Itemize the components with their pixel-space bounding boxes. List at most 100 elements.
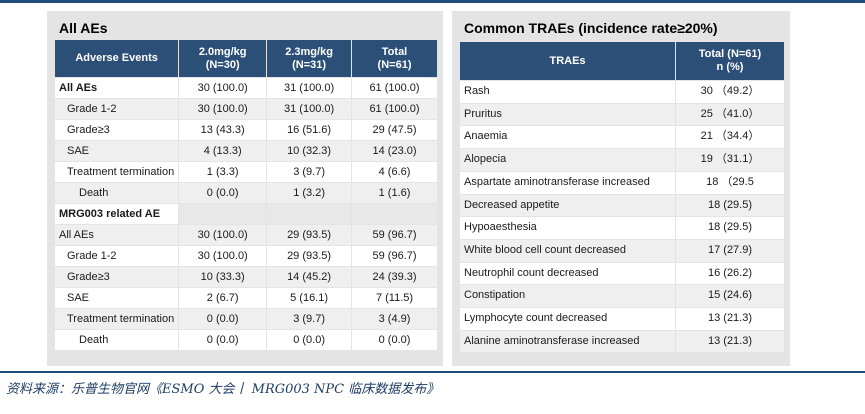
trae-label: White blood cell count decreased — [460, 239, 676, 262]
trae-value: 17 (27.9) — [676, 239, 784, 262]
trae-label: Neutrophil count decreased — [460, 262, 676, 285]
row-label: Grade 1-2 — [55, 246, 180, 266]
trae-value: 13 (21.3) — [676, 308, 784, 330]
cell-2-0mg — [179, 204, 268, 224]
trae-value: 13 (21.3) — [676, 330, 784, 353]
header-total: Total (N=61) — [352, 40, 437, 77]
header-2-3mg-text: 2.3mg/kg (N=31) — [285, 45, 333, 71]
row-label: Treatment termination — [55, 309, 180, 329]
cell-2-3mg: 29 (93.5) — [267, 225, 353, 245]
cell-total: 61 (100.0) — [352, 78, 437, 98]
table-row: Treatment termination 0 (0.0) 3 (9.7) 3 … — [55, 309, 437, 329]
header-traes: TRAEs — [460, 42, 676, 80]
common-traes-table: TRAEs Total (N=61) n (%) Rash 30 （49.2） … — [460, 41, 784, 353]
cell-total: 3 (4.9) — [352, 309, 437, 329]
trae-label: Hypoaesthesia — [460, 217, 676, 239]
table-row: Lymphocyte count decreased 13 (21.3) — [460, 308, 784, 330]
table-row: Alopecia 19 （31.1） — [460, 149, 784, 171]
trae-label: Aspartate aminotransferase increased — [460, 171, 676, 194]
cell-2-3mg: 5 (16.1) — [267, 288, 353, 308]
trae-value: 15 (24.6) — [676, 285, 784, 308]
cell-2-3mg: 1 (3.2) — [267, 183, 353, 203]
cell-2-3mg: 29 (93.5) — [267, 246, 353, 266]
cell-total — [352, 204, 437, 224]
table-row: Grade≥3 13 (43.3) 16 (51.6) 29 (47.5) — [55, 120, 437, 140]
trae-value: 21 （34.4） — [676, 126, 784, 149]
trae-value: 18 (29.5) — [676, 217, 784, 239]
table-row: Death 0 (0.0) 1 (3.2) 1 (1.6) — [55, 183, 437, 203]
table-row: All AEs 30 (100.0) 29 (93.5) 59 (96.7) — [55, 225, 437, 245]
cell-2-3mg: 3 (9.7) — [267, 309, 353, 329]
table-row: SAE 4 (13.3) 10 (32.3) 14 (23.0) — [55, 141, 437, 161]
cell-2-0mg: 30 (100.0) — [179, 225, 268, 245]
all-aes-title: All AEs — [59, 20, 108, 36]
common-traes-panel: Common TRAEs (incidence rate≥20%) TRAEs … — [452, 11, 790, 366]
cell-2-0mg: 13 (43.3) — [179, 120, 268, 140]
cell-2-0mg: 30 (100.0) — [179, 78, 268, 98]
table-row: Neutrophil count decreased 16 (26.2) — [460, 262, 784, 285]
header-total-text: Total (N=61) — [377, 45, 412, 71]
header-adverse-events: Adverse Events — [55, 40, 180, 77]
row-label: All AEs — [55, 225, 180, 245]
trae-value: 18 (29.5) — [676, 194, 784, 217]
table-row: Hypoaesthesia 18 (29.5) — [460, 217, 784, 239]
cell-2-0mg: 1 (3.3) — [179, 162, 268, 182]
common-traes-title: Common TRAEs (incidence rate≥20%) — [464, 20, 718, 36]
cell-2-0mg: 10 (33.3) — [179, 267, 268, 287]
table-row: Pruritus 25 （41.0） — [460, 103, 784, 126]
trae-label: Decreased appetite — [460, 194, 676, 217]
cell-2-3mg: 10 (32.3) — [267, 141, 353, 161]
cell-2-3mg — [267, 204, 353, 224]
table-row: All AEs 30 (100.0) 31 (100.0) 61 (100.0) — [55, 78, 437, 98]
table-row: Treatment termination 1 (3.3) 3 (9.7) 4 … — [55, 162, 437, 182]
cell-total: 61 (100.0) — [352, 99, 437, 119]
cell-2-0mg: 30 (100.0) — [179, 246, 268, 266]
row-label: SAE — [55, 141, 180, 161]
header-2-0mg-text: 2.0mg/kg (N=30) — [198, 45, 247, 71]
traes-header-row: TRAEs Total (N=61) n (%) — [460, 42, 784, 80]
trae-label: Rash — [460, 81, 676, 103]
cell-total: 1 (1.6) — [352, 183, 437, 203]
trae-label: Lymphocyte count decreased — [460, 308, 676, 330]
table-row: Decreased appetite 18 (29.5) — [460, 194, 784, 217]
cell-2-0mg: 0 (0.0) — [179, 309, 268, 329]
cell-total: 24 (39.3) — [352, 267, 437, 287]
cell-2-0mg: 0 (0.0) — [179, 330, 268, 350]
bottom-rule — [0, 371, 865, 373]
cell-2-0mg: 2 (6.7) — [179, 288, 268, 308]
row-label: Grade 1-2 — [55, 99, 180, 119]
cell-2-3mg: 14 (45.2) — [267, 267, 353, 287]
trae-label: Alopecia — [460, 149, 676, 171]
table-row: Anaemia 21 （34.4） — [460, 126, 784, 149]
cell-total: 4 (6.6) — [352, 162, 437, 182]
row-label: SAE — [55, 288, 180, 308]
trae-value: 30 （49.2） — [676, 81, 784, 103]
cell-2-0mg: 30 (100.0) — [179, 99, 268, 119]
top-rule — [0, 0, 865, 3]
cell-2-3mg: 31 (100.0) — [267, 78, 353, 98]
cell-total: 59 (96.7) — [352, 246, 437, 266]
cell-total: 59 (96.7) — [352, 225, 437, 245]
table-row: Grade≥3 10 (33.3) 14 (45.2) 24 (39.3) — [55, 267, 437, 287]
header-total-n-text: Total (N=61) n (%) — [698, 48, 762, 73]
table-row: Rash 30 （49.2） — [460, 81, 784, 103]
table-row: Alanine aminotransferase increased 13 (2… — [460, 330, 784, 353]
cell-2-3mg: 3 (9.7) — [267, 162, 353, 182]
row-label: Death — [55, 183, 180, 203]
trae-label: Alanine aminotransferase increased — [460, 330, 676, 353]
row-label: All AEs — [55, 78, 180, 98]
row-label: Death — [55, 330, 180, 350]
source-note: 资料来源：乐普生物官网《ESMO 大会丨 MRG003 NPC 临床数据发布》 — [6, 382, 440, 397]
table-row: Aspartate aminotransferase increased 18 … — [460, 171, 784, 194]
row-label: Grade≥3 — [55, 267, 180, 287]
trae-label: Pruritus — [460, 103, 676, 126]
table-section-row: MRG003 related AE — [55, 204, 437, 224]
all-aes-table: Adverse Events 2.0mg/kg (N=30) 2.3mg/kg … — [55, 39, 437, 351]
trae-label: Constipation — [460, 285, 676, 308]
trae-value: 25 （41.0） — [676, 103, 784, 126]
table-row: SAE 2 (6.7) 5 (16.1) 7 (11.5) — [55, 288, 437, 308]
cell-total: 14 (23.0) — [352, 141, 437, 161]
cell-2-0mg: 0 (0.0) — [179, 183, 268, 203]
table-row: White blood cell count decreased 17 (27.… — [460, 239, 784, 262]
table-row: Grade 1-2 30 (100.0) 29 (93.5) 59 (96.7) — [55, 246, 437, 266]
